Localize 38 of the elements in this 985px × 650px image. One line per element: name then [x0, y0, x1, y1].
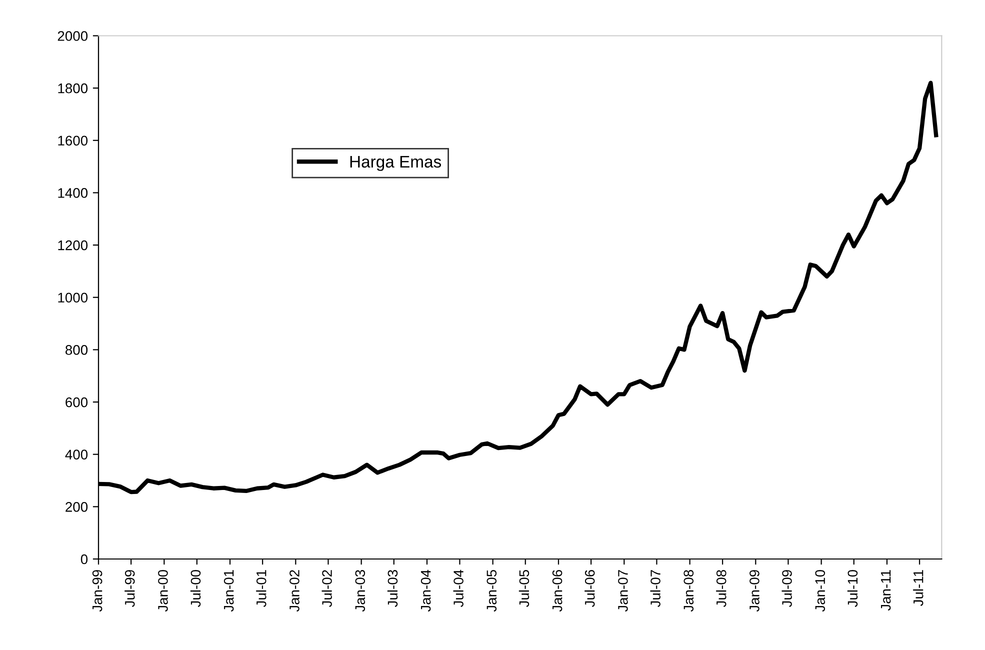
x-tick-label: Jan-00 [158, 570, 168, 612]
x-tick-label: Jan-06 [552, 570, 562, 612]
x-tick-label: Jul-11 [913, 570, 924, 606]
x-tick-label: Jul-10 [847, 570, 858, 608]
x-tick-label: Jul-09 [782, 570, 792, 608]
x-tick-label: Jul-07 [650, 570, 660, 608]
y-tick-label: 1000 [58, 292, 88, 303]
y-tick-label: 2000 [58, 31, 88, 41]
y-tick-label: 1200 [58, 240, 88, 250]
x-tick-label: Jan-10 [815, 570, 826, 612]
x-tick-label: Jan-09 [750, 570, 760, 612]
y-tick-label: 400 [65, 450, 88, 460]
x-tick-label: Jan-03 [355, 570, 366, 612]
x-tick-label: Jan-05 [486, 570, 497, 612]
y-tick-label: 600 [66, 397, 88, 408]
x-tick-label: Jan-11 [881, 570, 891, 611]
x-tick-label: Jul-00 [190, 570, 201, 608]
x-tick-label: Jul-06 [584, 570, 595, 608]
x-tick-label: Jan-04 [420, 570, 431, 612]
x-tick-label: Jul-99 [124, 570, 135, 608]
y-tick-label: 1400 [58, 188, 88, 198]
y-tick-label: 200 [66, 502, 88, 512]
x-tick-label: Jan-99 [92, 570, 102, 612]
y-tick-label: 1800 [58, 83, 88, 94]
x-tick-label: Jul-01 [256, 570, 266, 608]
x-tick-label: Jan-08 [684, 570, 694, 612]
x-tick-label: Jul-05 [518, 570, 530, 608]
x-tick-label: Jan-02 [290, 570, 300, 612]
x-tick-label: Jul-02 [322, 570, 332, 608]
legend-label: Harga Emas [350, 156, 442, 171]
x-tick-label: Jan-07 [618, 570, 628, 612]
x-tick-label: Jul-03 [387, 570, 398, 608]
x-tick-label: Jan-01 [224, 570, 234, 612]
x-tick-label: Jul-08 [716, 570, 726, 608]
x-tick-label: Jul-04 [453, 570, 464, 608]
y-tick-label: 1600 [58, 136, 88, 146]
y-tick-label: 800 [66, 345, 88, 355]
y-tick-label: 0 [80, 554, 88, 564]
